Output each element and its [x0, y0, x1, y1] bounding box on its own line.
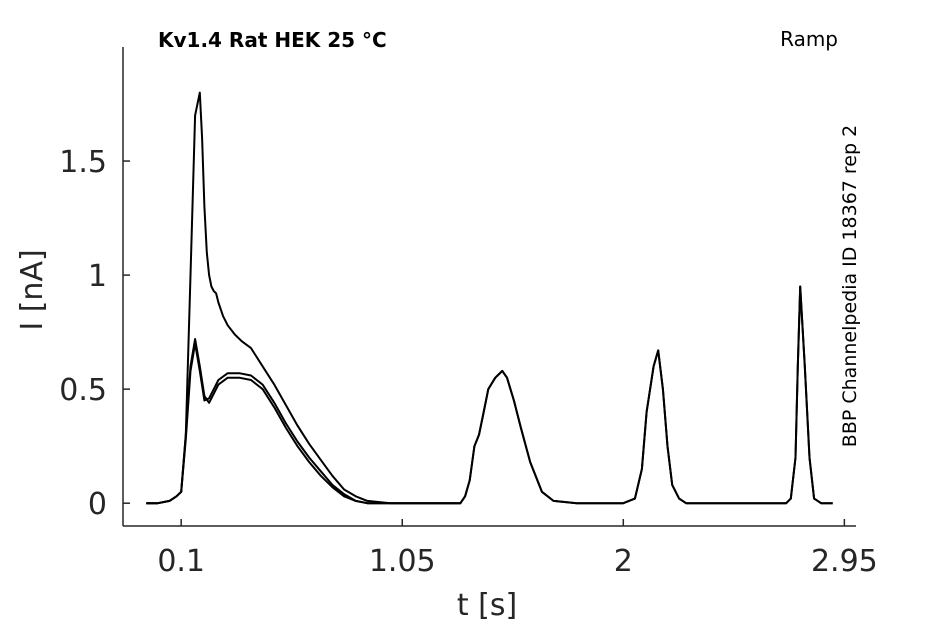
x-tick-label: 2 — [614, 544, 633, 579]
x-axis-label: t [s] — [457, 588, 517, 623]
y-tick-label: 0 — [88, 487, 107, 522]
x-ticks: 0.1 1.05 2 2.95 — [157, 519, 878, 579]
trace-line-3 — [146, 342, 461, 505]
y-tick-label: 1 — [88, 259, 107, 294]
x-tick-label: 2.95 — [811, 544, 878, 579]
trace-line-2 — [146, 285, 833, 505]
y-ticks: 0 0.5 1 1.5 — [59, 145, 130, 522]
chart-title: Kv1.4 Rat HEK 25 °C — [158, 28, 387, 52]
x-tick-label: 1.05 — [369, 544, 436, 579]
source-id-label: BBP Channelpedia ID 18367 rep 2 — [839, 125, 861, 447]
y-tick-label: 0.5 — [59, 373, 107, 408]
y-axis-label: I [nA] — [15, 249, 50, 330]
protocol-label: Ramp — [780, 27, 838, 51]
y-tick-label: 1.5 — [59, 145, 107, 180]
x-tick-label: 0.1 — [157, 544, 205, 579]
trace-group — [146, 91, 833, 505]
